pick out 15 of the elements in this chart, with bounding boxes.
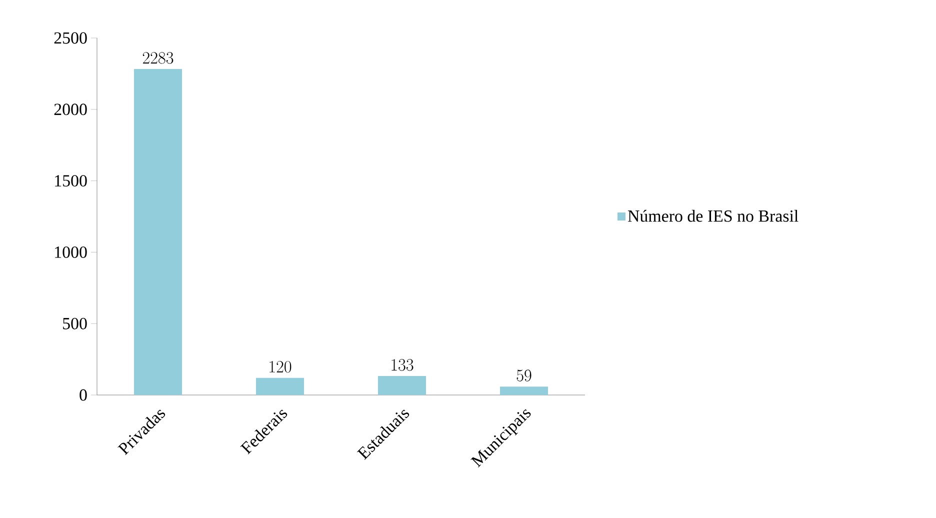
y-tick-label: 0 <box>80 389 87 401</box>
y-tick-label: 500 <box>63 318 87 330</box>
data-label: 2283 <box>142 52 174 64</box>
y-tick-label: 1000 <box>55 246 87 258</box>
data-label: 133 <box>392 359 414 371</box>
y-tick-label: 2000 <box>54 104 87 116</box>
y-tick-label: 2500 <box>54 32 87 44</box>
data-label: 59 <box>516 370 532 382</box>
bar <box>134 68 182 395</box>
legend-label: Número de IES no Brasil <box>628 210 798 222</box>
bar <box>378 376 426 395</box>
bar <box>500 386 548 395</box>
y-tick-label: 1500 <box>55 175 87 187</box>
data-label: 120 <box>270 360 292 373</box>
bar <box>256 378 304 395</box>
